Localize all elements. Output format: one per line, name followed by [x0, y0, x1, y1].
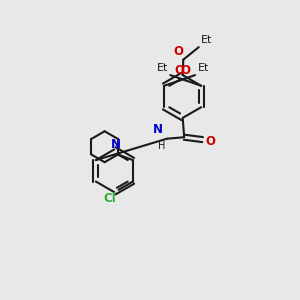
Text: N: N [111, 138, 121, 151]
Text: O: O [174, 46, 184, 59]
Text: O: O [181, 64, 191, 77]
Text: Et: Et [157, 63, 168, 73]
Text: O: O [206, 135, 216, 148]
Text: Cl: Cl [103, 192, 116, 205]
Text: N: N [153, 123, 164, 136]
Text: Et: Et [197, 63, 209, 73]
Text: Et: Et [201, 35, 212, 45]
Text: H: H [158, 141, 165, 151]
Text: O: O [175, 64, 184, 77]
